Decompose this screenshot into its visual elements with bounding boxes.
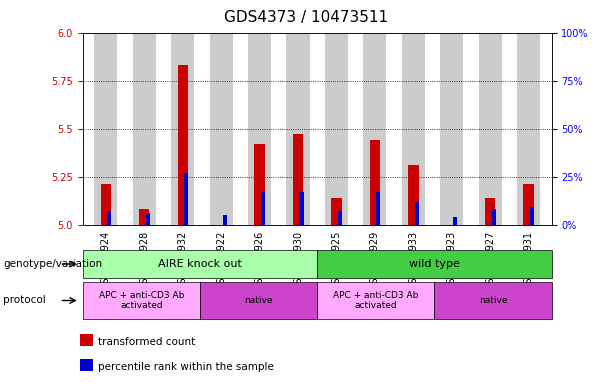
- Bar: [101, 184, 111, 225]
- Bar: [254, 144, 265, 225]
- Text: genotype/variation: genotype/variation: [3, 259, 102, 269]
- Bar: [146, 213, 150, 225]
- Bar: [210, 33, 233, 225]
- Text: AIRE knock out: AIRE knock out: [158, 259, 242, 269]
- Bar: [479, 33, 501, 225]
- Bar: [485, 198, 495, 225]
- Text: GDS4373 / 10473511: GDS4373 / 10473511: [224, 10, 389, 25]
- Text: percentile rank within the sample: percentile rank within the sample: [98, 362, 274, 372]
- Bar: [530, 207, 534, 225]
- Bar: [402, 33, 425, 225]
- Text: protocol: protocol: [3, 295, 46, 306]
- Bar: [440, 33, 463, 225]
- Bar: [223, 215, 227, 225]
- Bar: [178, 65, 188, 225]
- Bar: [171, 33, 194, 225]
- Text: transformed count: transformed count: [98, 337, 196, 347]
- Bar: [133, 33, 156, 225]
- Text: native: native: [245, 296, 273, 305]
- Text: wild type: wild type: [409, 259, 460, 269]
- Bar: [299, 192, 303, 225]
- Bar: [293, 134, 303, 225]
- Bar: [261, 192, 265, 225]
- Bar: [453, 217, 457, 225]
- Bar: [370, 140, 380, 225]
- Text: APC + anti-CD3 Ab
activated: APC + anti-CD3 Ab activated: [333, 291, 419, 310]
- Bar: [184, 173, 188, 225]
- Bar: [107, 211, 112, 225]
- Bar: [338, 211, 342, 225]
- Bar: [286, 33, 310, 225]
- Bar: [94, 33, 117, 225]
- Bar: [408, 165, 419, 225]
- Bar: [492, 209, 496, 225]
- Bar: [376, 192, 381, 225]
- Bar: [331, 198, 341, 225]
- Bar: [139, 209, 150, 225]
- Bar: [524, 184, 534, 225]
- Bar: [415, 202, 419, 225]
- Bar: [517, 33, 540, 225]
- Bar: [248, 33, 271, 225]
- Text: native: native: [479, 296, 508, 305]
- Text: APC + anti-CD3 Ab
activated: APC + anti-CD3 Ab activated: [99, 291, 184, 310]
- Bar: [325, 33, 348, 225]
- Bar: [364, 33, 386, 225]
